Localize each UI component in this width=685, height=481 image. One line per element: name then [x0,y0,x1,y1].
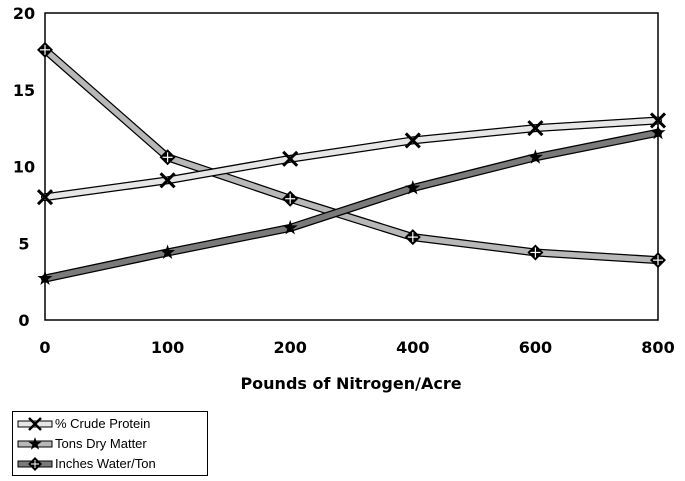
legend-label-dry-matter: Tons Dry Matter [55,436,147,451]
legend-swatch-water-ton [17,456,53,472]
legend: % Crude Protein Tons Dry Matter Inches W… [12,411,208,476]
legend-item-crude-protein: % Crude Protein [13,414,207,434]
x-tick-label: 600 [519,338,552,357]
y-tick-label: 0 [18,311,29,330]
chart: 0 5 10 15 20 0 100 200 400 600 800 Pounds of Nitr… [0,0,685,400]
data-point [650,252,666,268]
x-axis-label: Pounds of Nitrogen/Acre [240,374,461,393]
legend-swatch-crude-protein [17,416,53,432]
legend-label-crude-protein: % Crude Protein [55,416,150,431]
x-tick-label: 200 [273,338,306,357]
y-tick-label: 10 [13,158,35,177]
plot-frame [45,13,658,320]
data-point [527,244,543,260]
series-layer [37,42,666,285]
legend-swatch-dry-matter [17,436,53,452]
x-tick-label: 0 [39,338,50,357]
legend-label-water-ton: Inches Water/Ton [55,456,156,471]
x-tick-label: 400 [396,338,429,357]
x-axis-ticks: 0 100 200 400 600 800 [39,338,674,357]
y-tick-label: 5 [18,234,29,253]
y-tick-label: 15 [13,81,35,100]
legend-item-dry-matter: Tons Dry Matter [13,434,207,454]
x-tick-label: 100 [151,338,184,357]
y-tick-label: 20 [13,4,35,23]
x-tick-label: 800 [641,338,674,357]
legend-item-water-ton: Inches Water/Ton [13,454,207,474]
y-axis-ticks: 0 5 10 15 20 [13,4,35,330]
